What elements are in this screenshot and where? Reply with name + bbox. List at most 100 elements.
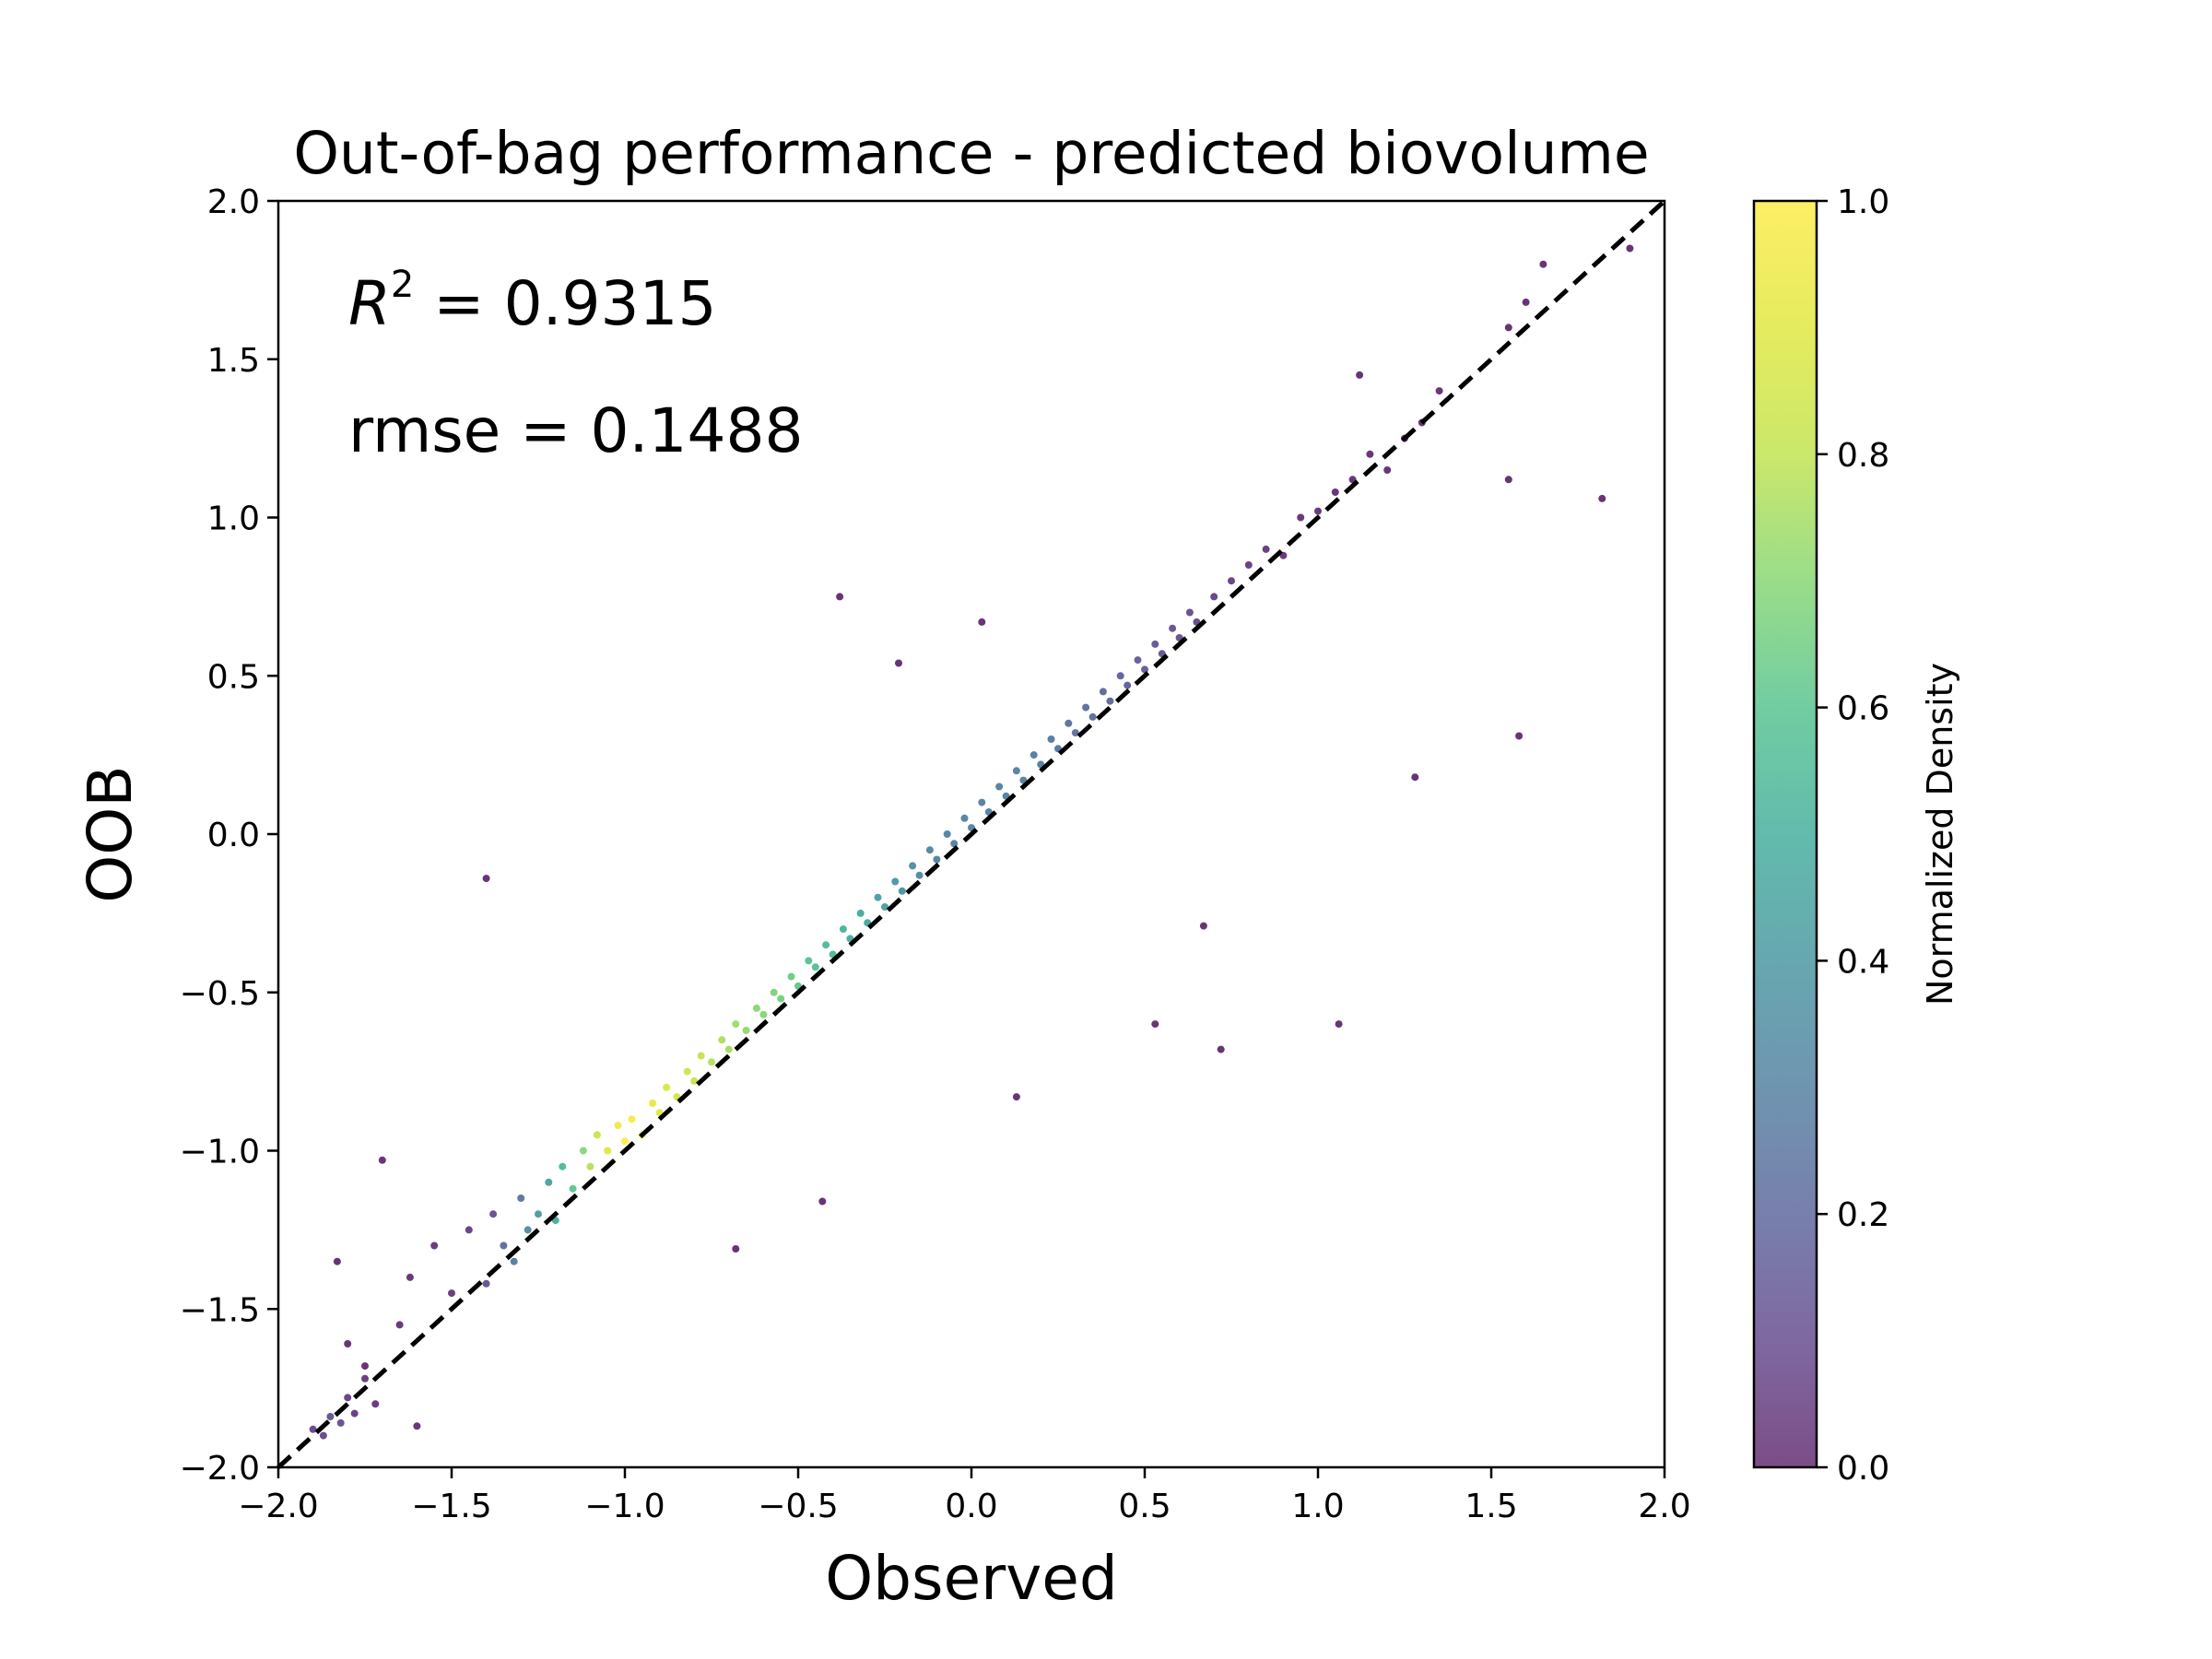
scatter-point [448, 1289, 455, 1298]
scatter-point [683, 1067, 691, 1076]
colorbar-tick-label: 0.6 [1837, 690, 1889, 728]
scatter-point [319, 1431, 327, 1440]
scatter-point [895, 659, 902, 667]
scatter-point [960, 814, 969, 822]
scatter-point [1366, 450, 1374, 458]
scatter-point [413, 1422, 421, 1430]
r2-value: = 0.9315 [414, 268, 716, 339]
scatter-point [1383, 466, 1392, 474]
scatter-point [344, 1394, 352, 1402]
scatter-point [535, 1210, 542, 1218]
scatter-point [909, 862, 917, 870]
scatter-point [1012, 1093, 1020, 1101]
scatter-point [1106, 697, 1114, 705]
y-tick-label: −1.0 [180, 1134, 260, 1171]
scatter-point [690, 1077, 699, 1085]
x-tick-label: −1.0 [584, 1488, 665, 1525]
scatter-point [915, 871, 924, 879]
scatter-point [874, 893, 882, 901]
scatter-point [545, 1178, 553, 1186]
chart-title: Out-of-bag performance - predicted biovo… [293, 120, 1649, 187]
scatter-point [1262, 545, 1270, 553]
colorbar-tick-label: 0.4 [1837, 943, 1889, 981]
colorbar-tick-label: 0.0 [1837, 1450, 1889, 1488]
scatter-point [836, 593, 844, 601]
y-tick-label: 0.0 [207, 817, 260, 854]
scatter-point [309, 1425, 317, 1433]
scatter-point [361, 1374, 369, 1382]
scatter-point [586, 1162, 594, 1171]
scatter-point [742, 1027, 750, 1034]
x-tick-label: −1.5 [411, 1488, 491, 1525]
x-tick-label: 0.0 [945, 1488, 997, 1525]
scatter-point [1626, 244, 1634, 253]
scatter-point [1522, 298, 1530, 306]
scatter-point [517, 1194, 525, 1202]
y-tick-label: 1.5 [207, 342, 260, 380]
scatter-point [978, 798, 986, 806]
scatter-point [510, 1257, 518, 1265]
scatter-point [818, 1197, 827, 1206]
scatter-point [732, 1020, 740, 1029]
scatter-point [697, 1052, 705, 1060]
scatter-point [898, 887, 906, 895]
y-tick-label: 0.5 [207, 658, 260, 696]
scatter-point [724, 1045, 733, 1053]
colorbar-tick-label: 0.2 [1837, 1196, 1889, 1234]
scatter-point [430, 1241, 439, 1250]
scatter-point [943, 830, 951, 838]
y-axis-label: OOB [75, 765, 146, 902]
scatter-point [933, 855, 941, 864]
x-tick-label: 1.0 [1291, 1488, 1344, 1525]
scatter-point [559, 1162, 567, 1171]
scatter-point [1539, 260, 1547, 268]
x-tick-label: 1.5 [1465, 1488, 1517, 1525]
scatter-point [649, 1100, 657, 1107]
scatter-point [628, 1115, 636, 1124]
scatter-point [759, 1010, 768, 1018]
scatter-point [839, 925, 847, 934]
scatter-point [579, 1147, 587, 1155]
scatter-point [604, 1147, 612, 1155]
scatter-point [1088, 712, 1097, 721]
scatter-point [1082, 703, 1090, 712]
colorbar-ticks: 0.0 0.2 0.4 0.6 0.8 1.0 [1817, 183, 1889, 1488]
scatter-point [1151, 640, 1159, 648]
reference-line [276, 199, 1666, 1469]
scatter-point [856, 909, 865, 917]
colorbar [1752, 199, 1818, 1469]
scatter-point [350, 1409, 359, 1418]
r2-symbol: R [348, 268, 391, 339]
scatter-point [708, 1058, 715, 1066]
scatter-point [891, 877, 900, 886]
scatter-point [777, 994, 785, 1003]
scatter-point [336, 1418, 345, 1427]
scatter-point [925, 846, 934, 854]
r2-annotation: R2 = 0.9315 [348, 264, 717, 339]
scatter-point [1411, 773, 1419, 782]
scatter-point [770, 988, 778, 996]
scatter-point [1356, 371, 1364, 379]
scatter-point [787, 972, 795, 981]
scatter-point [718, 1036, 726, 1044]
scatter-point [406, 1273, 414, 1281]
scatter-point [1151, 1020, 1159, 1029]
scatter-point [1012, 767, 1020, 775]
x-axis-label: Observed [825, 1543, 1118, 1614]
scatter-point [1141, 665, 1148, 674]
scatter-point [995, 782, 1004, 791]
y-axis-ticks: −2.0 −1.5 −1.0 −0.5 0.0 0.5 1.0 1.5 2.0 [180, 183, 278, 1488]
scatter-point [732, 1245, 740, 1253]
scatter-point [1210, 593, 1218, 601]
scatter-point [500, 1241, 508, 1250]
scatter-point [333, 1257, 341, 1265]
scatter-point [811, 963, 819, 971]
colorbar-tick-label: 0.8 [1837, 437, 1889, 475]
y-tick-label: −0.5 [180, 975, 260, 1013]
scatter-point [1244, 561, 1253, 569]
colorbar-label: Normalized Density [1920, 663, 1960, 1006]
scatter-point [1030, 751, 1038, 759]
r2-superscript: 2 [391, 264, 414, 306]
scatter-point [395, 1321, 404, 1329]
